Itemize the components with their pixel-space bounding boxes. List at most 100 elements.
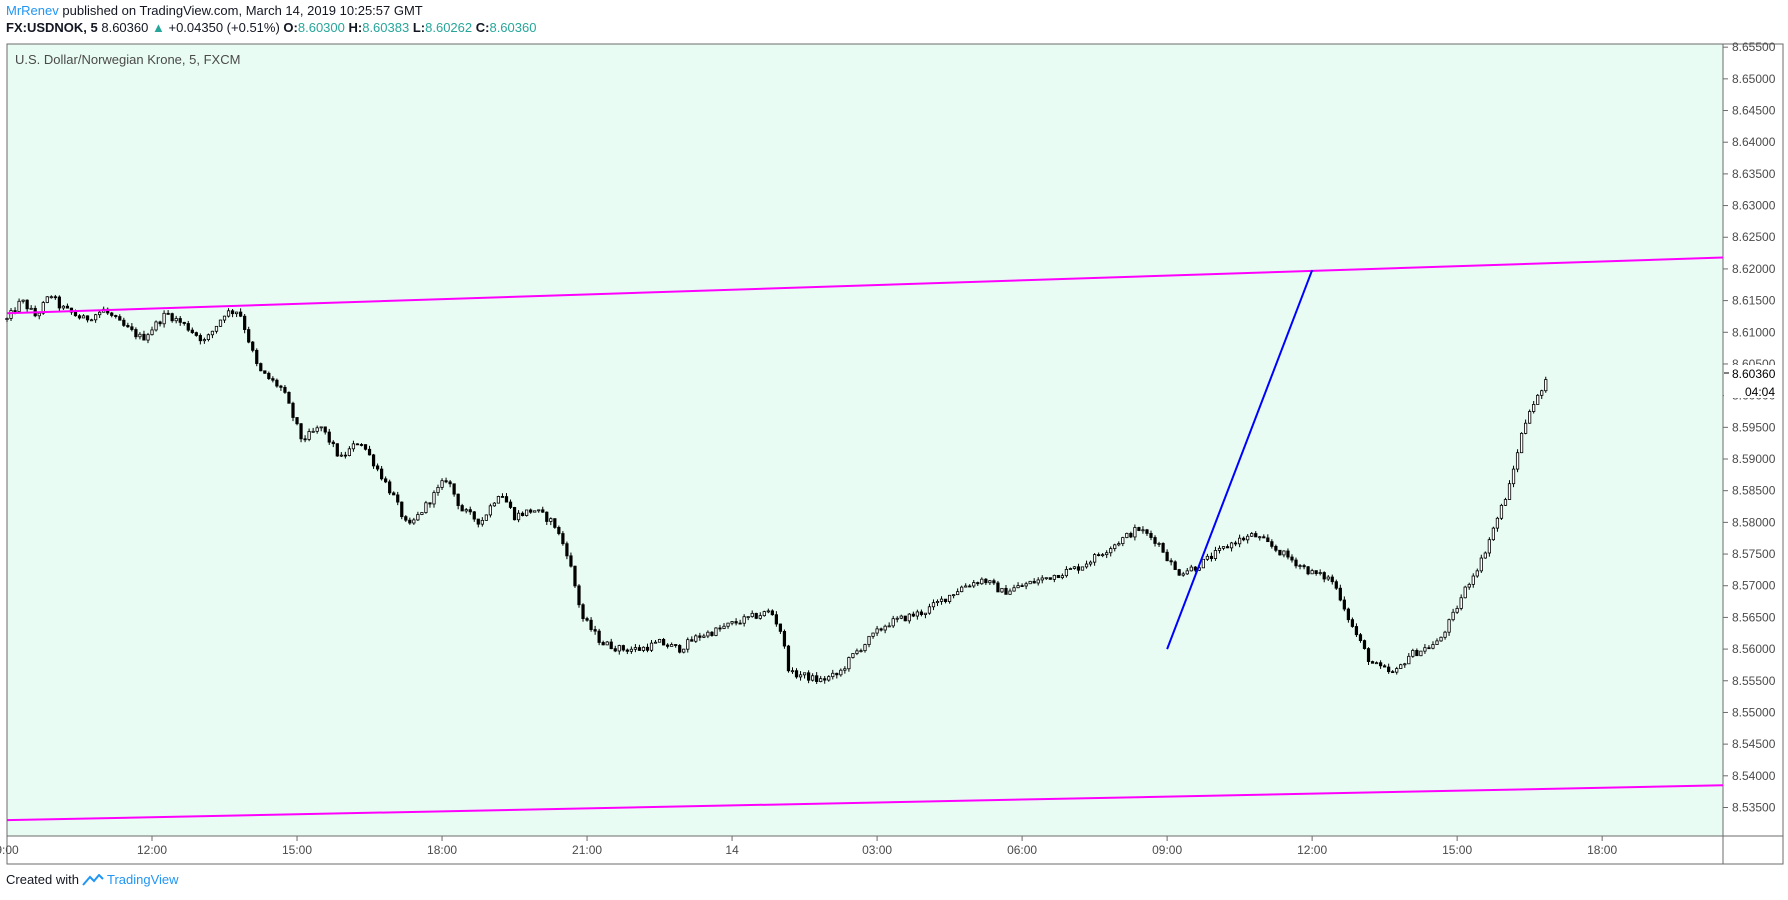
candle-body xyxy=(605,641,609,646)
candle-body xyxy=(557,527,561,534)
candle-body xyxy=(1536,394,1540,405)
candle-body xyxy=(625,649,629,652)
candle-body xyxy=(1487,539,1491,554)
candle-body xyxy=(867,635,871,645)
candle-body xyxy=(533,510,537,513)
price-axis[interactable]: 8.65500 8.65000 8.64500 8.64000 8.63500 8.630… xyxy=(1723,40,1776,814)
candle-body xyxy=(355,443,360,446)
candle-body xyxy=(424,502,428,513)
candle-body xyxy=(806,672,811,681)
candle-body xyxy=(855,650,859,654)
candle-body xyxy=(690,639,694,642)
candle-body xyxy=(1447,619,1451,633)
candle-body xyxy=(1439,636,1443,642)
candle-body xyxy=(770,610,774,616)
candle-body xyxy=(1101,554,1105,557)
candle-body xyxy=(968,585,972,588)
candle-body xyxy=(847,657,851,670)
candle-body xyxy=(734,621,738,624)
candle-body xyxy=(1495,517,1500,529)
footer: Created with TradingView xyxy=(6,872,179,887)
candle-body xyxy=(202,339,206,342)
candle-body xyxy=(1056,574,1060,579)
candle-body xyxy=(553,518,557,528)
up-arrow-icon: ▲ xyxy=(151,20,165,35)
candle-body xyxy=(839,669,843,676)
candle-body xyxy=(549,518,553,522)
candle-body xyxy=(1193,566,1197,571)
price-tick-label: 8.62500 xyxy=(1732,230,1776,244)
candle-body xyxy=(428,502,432,505)
candle-body xyxy=(1129,532,1133,538)
candle-body xyxy=(541,509,545,513)
candle-body xyxy=(1173,561,1177,570)
candle-body xyxy=(1395,668,1399,673)
price-tick-label: 8.62000 xyxy=(1732,262,1776,276)
candle-body xyxy=(1346,608,1350,621)
candle-body xyxy=(1391,671,1395,674)
price-tick-label: 8.64500 xyxy=(1732,104,1776,118)
plot-area[interactable] xyxy=(7,44,1723,836)
candle-body xyxy=(1455,608,1459,613)
trendline-projection[interactable] xyxy=(1166,269,1314,650)
candle-body xyxy=(710,631,714,636)
candle-body xyxy=(895,617,899,620)
candle-body xyxy=(89,319,94,322)
candle-body xyxy=(992,580,996,584)
trendlines-layer[interactable] xyxy=(6,256,1724,822)
candle-body xyxy=(525,509,529,516)
time-axis[interactable]: 9:00 12:00 15:00 18:00 21:00 14 03:00 06:00 09:0… xyxy=(0,836,1617,857)
candle-body xyxy=(682,648,686,653)
candle-body xyxy=(585,618,589,621)
candle-body xyxy=(1374,662,1379,665)
author-link[interactable]: MrRenev xyxy=(6,3,59,18)
candle-body xyxy=(1435,640,1439,645)
candle-body xyxy=(520,512,525,516)
candle-body xyxy=(939,598,944,602)
candle-body xyxy=(41,302,45,314)
candle-body xyxy=(1507,483,1512,500)
candle-body xyxy=(1322,572,1326,580)
candle-body xyxy=(500,496,505,498)
candle-body xyxy=(1044,577,1048,580)
price-tick-label: 8.65500 xyxy=(1732,40,1776,54)
plot-frame xyxy=(6,43,1784,865)
candle-body xyxy=(492,502,497,507)
candle-body xyxy=(1020,585,1024,587)
candle-body xyxy=(943,598,948,602)
candle-body xyxy=(114,315,118,317)
candles-layer xyxy=(5,294,1548,684)
published-text: published on TradingView.com, March 14, … xyxy=(62,3,423,18)
tradingview-brand: TradingView xyxy=(106,872,179,887)
candle-body xyxy=(271,378,275,381)
candle-body xyxy=(307,431,311,440)
candle-body xyxy=(661,639,666,646)
candle-body xyxy=(988,580,992,584)
candle-body xyxy=(1024,583,1028,587)
candle-body xyxy=(907,613,911,622)
candle-body xyxy=(1463,586,1467,599)
candle-body xyxy=(1221,546,1226,549)
candle-body xyxy=(794,670,799,678)
candle-body xyxy=(1270,541,1274,547)
close-label: C: xyxy=(475,20,490,35)
candle-body xyxy=(17,300,21,312)
candle-body xyxy=(976,582,980,585)
candle-body xyxy=(746,616,750,619)
candle-body xyxy=(392,492,396,496)
candle-body xyxy=(593,629,597,632)
candle-body xyxy=(851,653,855,658)
tradingview-link[interactable]: TradingView xyxy=(82,872,179,887)
candle-body xyxy=(802,672,807,676)
candle-body xyxy=(37,312,41,317)
candle-body xyxy=(351,443,356,450)
candle-body xyxy=(875,628,879,634)
time-tick-label: 15:00 xyxy=(282,843,312,857)
trendline-channel-top[interactable] xyxy=(6,256,1724,315)
candle-body xyxy=(1499,504,1504,519)
candle-body xyxy=(335,443,339,457)
candle-body xyxy=(432,492,436,505)
trendline-channel-bottom[interactable] xyxy=(6,784,1724,822)
candle-body xyxy=(1016,585,1020,589)
